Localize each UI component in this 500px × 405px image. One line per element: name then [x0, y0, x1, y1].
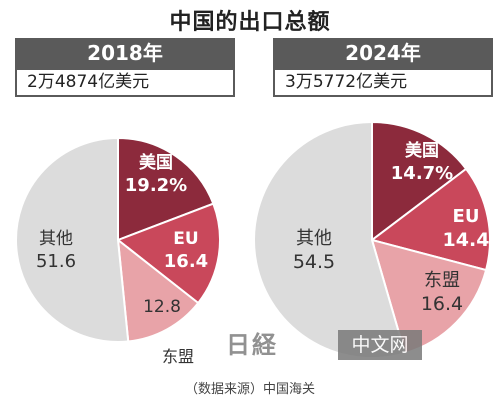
pie-slice-0-0 [117, 136, 215, 242]
watermark: 日経 中文网 [226, 330, 422, 360]
pie-slice-1-1 [369, 167, 491, 272]
slice-name-0-1: EU [173, 229, 198, 249]
slice-name-1-3: 其他 [296, 228, 332, 249]
slice-name-1-1: EU [453, 206, 480, 227]
panel-2024-total: 3万5772亿美元 [273, 68, 493, 97]
chart-title: 中国的出口总额 [169, 10, 331, 35]
pie-slice-0-1 [115, 202, 221, 305]
slice-value-0-3: 51.6 [36, 251, 76, 272]
pie-slice-0-3 [15, 136, 130, 343]
slice-value-1-3: 54.5 [293, 251, 335, 273]
slice-value-0-1: 16.4 [164, 251, 208, 272]
slice-name-1-2: 东盟 [424, 270, 460, 291]
slice-name-0-3: 其他 [39, 229, 73, 249]
slice-value-1-0: 14.7% [391, 163, 453, 184]
slice-name-1-0: 美国 [405, 140, 439, 161]
panel-2024-year: 2024年 [273, 38, 493, 68]
slice-name-0-0: 美国 [139, 152, 173, 173]
watermark-text: 中文网 [338, 330, 422, 360]
panel-2018-year: 2018年 [15, 38, 235, 68]
slice-value-0-0: 19.2% [125, 175, 187, 196]
slice-value-0-2: 12.8 [143, 297, 181, 317]
nikkei-logo: 日経 [226, 330, 278, 359]
slice-outside-label-0-2: 东盟 [162, 347, 194, 366]
pie-slice-0-2 [116, 237, 200, 343]
slice-value-1-2: 16.4 [421, 293, 463, 315]
slice-label-0-2: 12.8 [143, 297, 181, 317]
slice-value-1-1: 14.4 [443, 229, 490, 251]
panel-2018-total: 2万4874亿美元 [15, 68, 235, 97]
source-note: （数据来源）中国海关 [184, 382, 315, 397]
pie-slice-1-0 [371, 120, 468, 243]
